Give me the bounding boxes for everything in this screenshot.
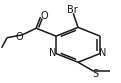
Text: N: N (49, 48, 57, 58)
Text: O: O (40, 11, 48, 21)
Text: Br: Br (67, 5, 77, 15)
Text: N: N (99, 48, 107, 58)
Text: O: O (15, 32, 23, 42)
Text: S: S (92, 69, 98, 79)
